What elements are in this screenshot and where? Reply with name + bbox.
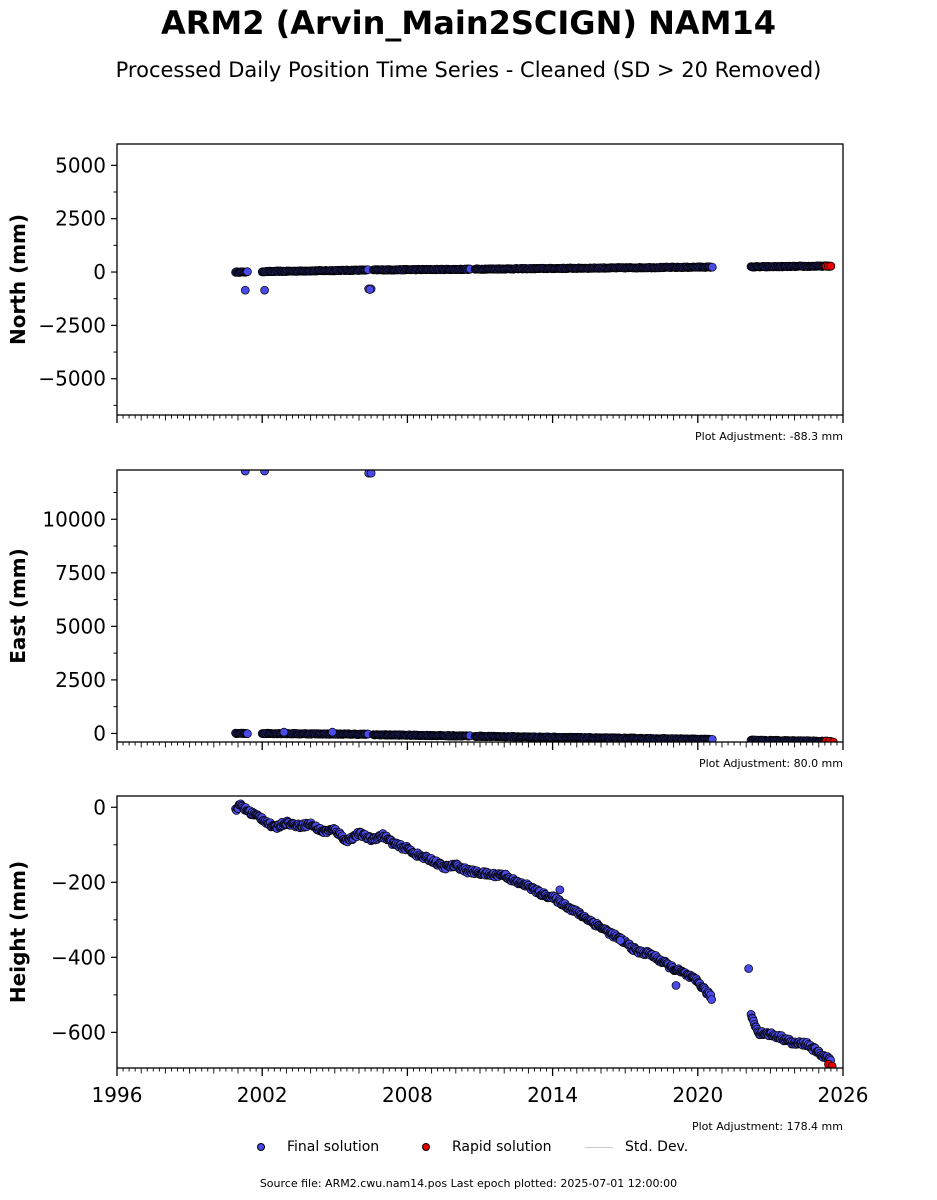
y-axis-label: East (mm) bbox=[6, 548, 30, 664]
data-point-final-outlier bbox=[279, 727, 289, 737]
data-point-final-outlier bbox=[555, 885, 565, 895]
y-tick-label: 0 bbox=[93, 795, 106, 819]
plot-adjustment-label: Plot Adjustment: -88.3 mm bbox=[695, 430, 843, 443]
legend-rapid-marker bbox=[422, 1143, 430, 1151]
y-tick-label: 0 bbox=[93, 721, 106, 745]
plot-adjustment-label: Plot Adjustment: 80.0 mm bbox=[699, 757, 843, 770]
y-tick-label: 7500 bbox=[55, 561, 106, 585]
legend: Final solution Rapid solution Std. Dev. bbox=[0, 1137, 937, 1159]
x-tick-label: 1996 bbox=[92, 1083, 143, 1107]
data-point-final-outlier bbox=[671, 981, 681, 990]
data-point-final-outlier bbox=[616, 936, 625, 945]
chart-title: ARM2 (Arvin_Main2SCIGN) NAM14 bbox=[160, 4, 777, 42]
data-point-final bbox=[707, 262, 717, 272]
panel-1-frame bbox=[116, 469, 844, 743]
data-point-final-outlier bbox=[365, 285, 375, 294]
data-point-final-outlier bbox=[744, 964, 753, 973]
y-axis-label: North (mm) bbox=[6, 214, 30, 345]
y-tick-label: 5000 bbox=[55, 614, 106, 638]
panel-2-points bbox=[231, 799, 837, 1068]
x-tick-label: 2014 bbox=[527, 1083, 578, 1107]
panel-1-points bbox=[231, 470, 838, 742]
data-point-final-outlier bbox=[328, 727, 337, 737]
data-point-final bbox=[707, 995, 716, 1004]
chart-subtitle: Processed Daily Position Time Series - C… bbox=[115, 58, 822, 82]
data-point-final-outlier bbox=[260, 285, 269, 295]
legend-rapid-label: Rapid solution bbox=[452, 1139, 552, 1155]
y-tick-label: 2500 bbox=[55, 668, 106, 692]
data-point-final bbox=[243, 729, 252, 738]
legend-final-label: Final solution bbox=[287, 1139, 380, 1155]
data-point-final bbox=[243, 267, 252, 276]
y-tick-label: −5000 bbox=[38, 367, 106, 391]
x-tick-label: 2020 bbox=[672, 1083, 723, 1107]
data-point-final-outlier bbox=[366, 470, 376, 478]
legend-std-marker bbox=[585, 1147, 613, 1148]
source-file-label: Source file: ARM2.cwu.nam14.pos Last epo… bbox=[259, 1177, 678, 1190]
x-tick-label: 2002 bbox=[237, 1083, 288, 1107]
y-tick-label: 2500 bbox=[55, 207, 106, 231]
plot-adjustment-label: Plot Adjustment: 178.4 mm bbox=[692, 1120, 843, 1133]
y-tick-label: 0 bbox=[93, 260, 106, 284]
y-tick-label: −200 bbox=[51, 870, 106, 894]
y-tick-label: −600 bbox=[51, 1020, 106, 1044]
data-point-final-outlier bbox=[260, 470, 269, 476]
data-point-rapid bbox=[828, 737, 838, 742]
data-point-final bbox=[707, 734, 717, 742]
y-tick-label: 10000 bbox=[42, 507, 106, 531]
panel-0-points bbox=[231, 261, 836, 295]
y-axis-label: Height (mm) bbox=[6, 861, 30, 1003]
y-tick-label: 5000 bbox=[55, 153, 106, 177]
y-tick-label: −400 bbox=[51, 945, 106, 969]
x-tick-label: 2008 bbox=[382, 1083, 433, 1107]
data-point-final-outlier bbox=[240, 470, 250, 476]
data-point-rapid bbox=[826, 261, 836, 271]
legend-std-label: Std. Dev. bbox=[625, 1139, 689, 1155]
panel-2-frame bbox=[116, 795, 844, 1069]
legend-final-marker bbox=[257, 1143, 265, 1151]
data-point-final-outlier bbox=[240, 285, 250, 295]
data-point-rapid bbox=[827, 1061, 837, 1068]
y-tick-label: −2500 bbox=[38, 313, 106, 337]
panel-0-frame bbox=[116, 143, 844, 416]
x-tick-label: 2026 bbox=[818, 1083, 869, 1107]
